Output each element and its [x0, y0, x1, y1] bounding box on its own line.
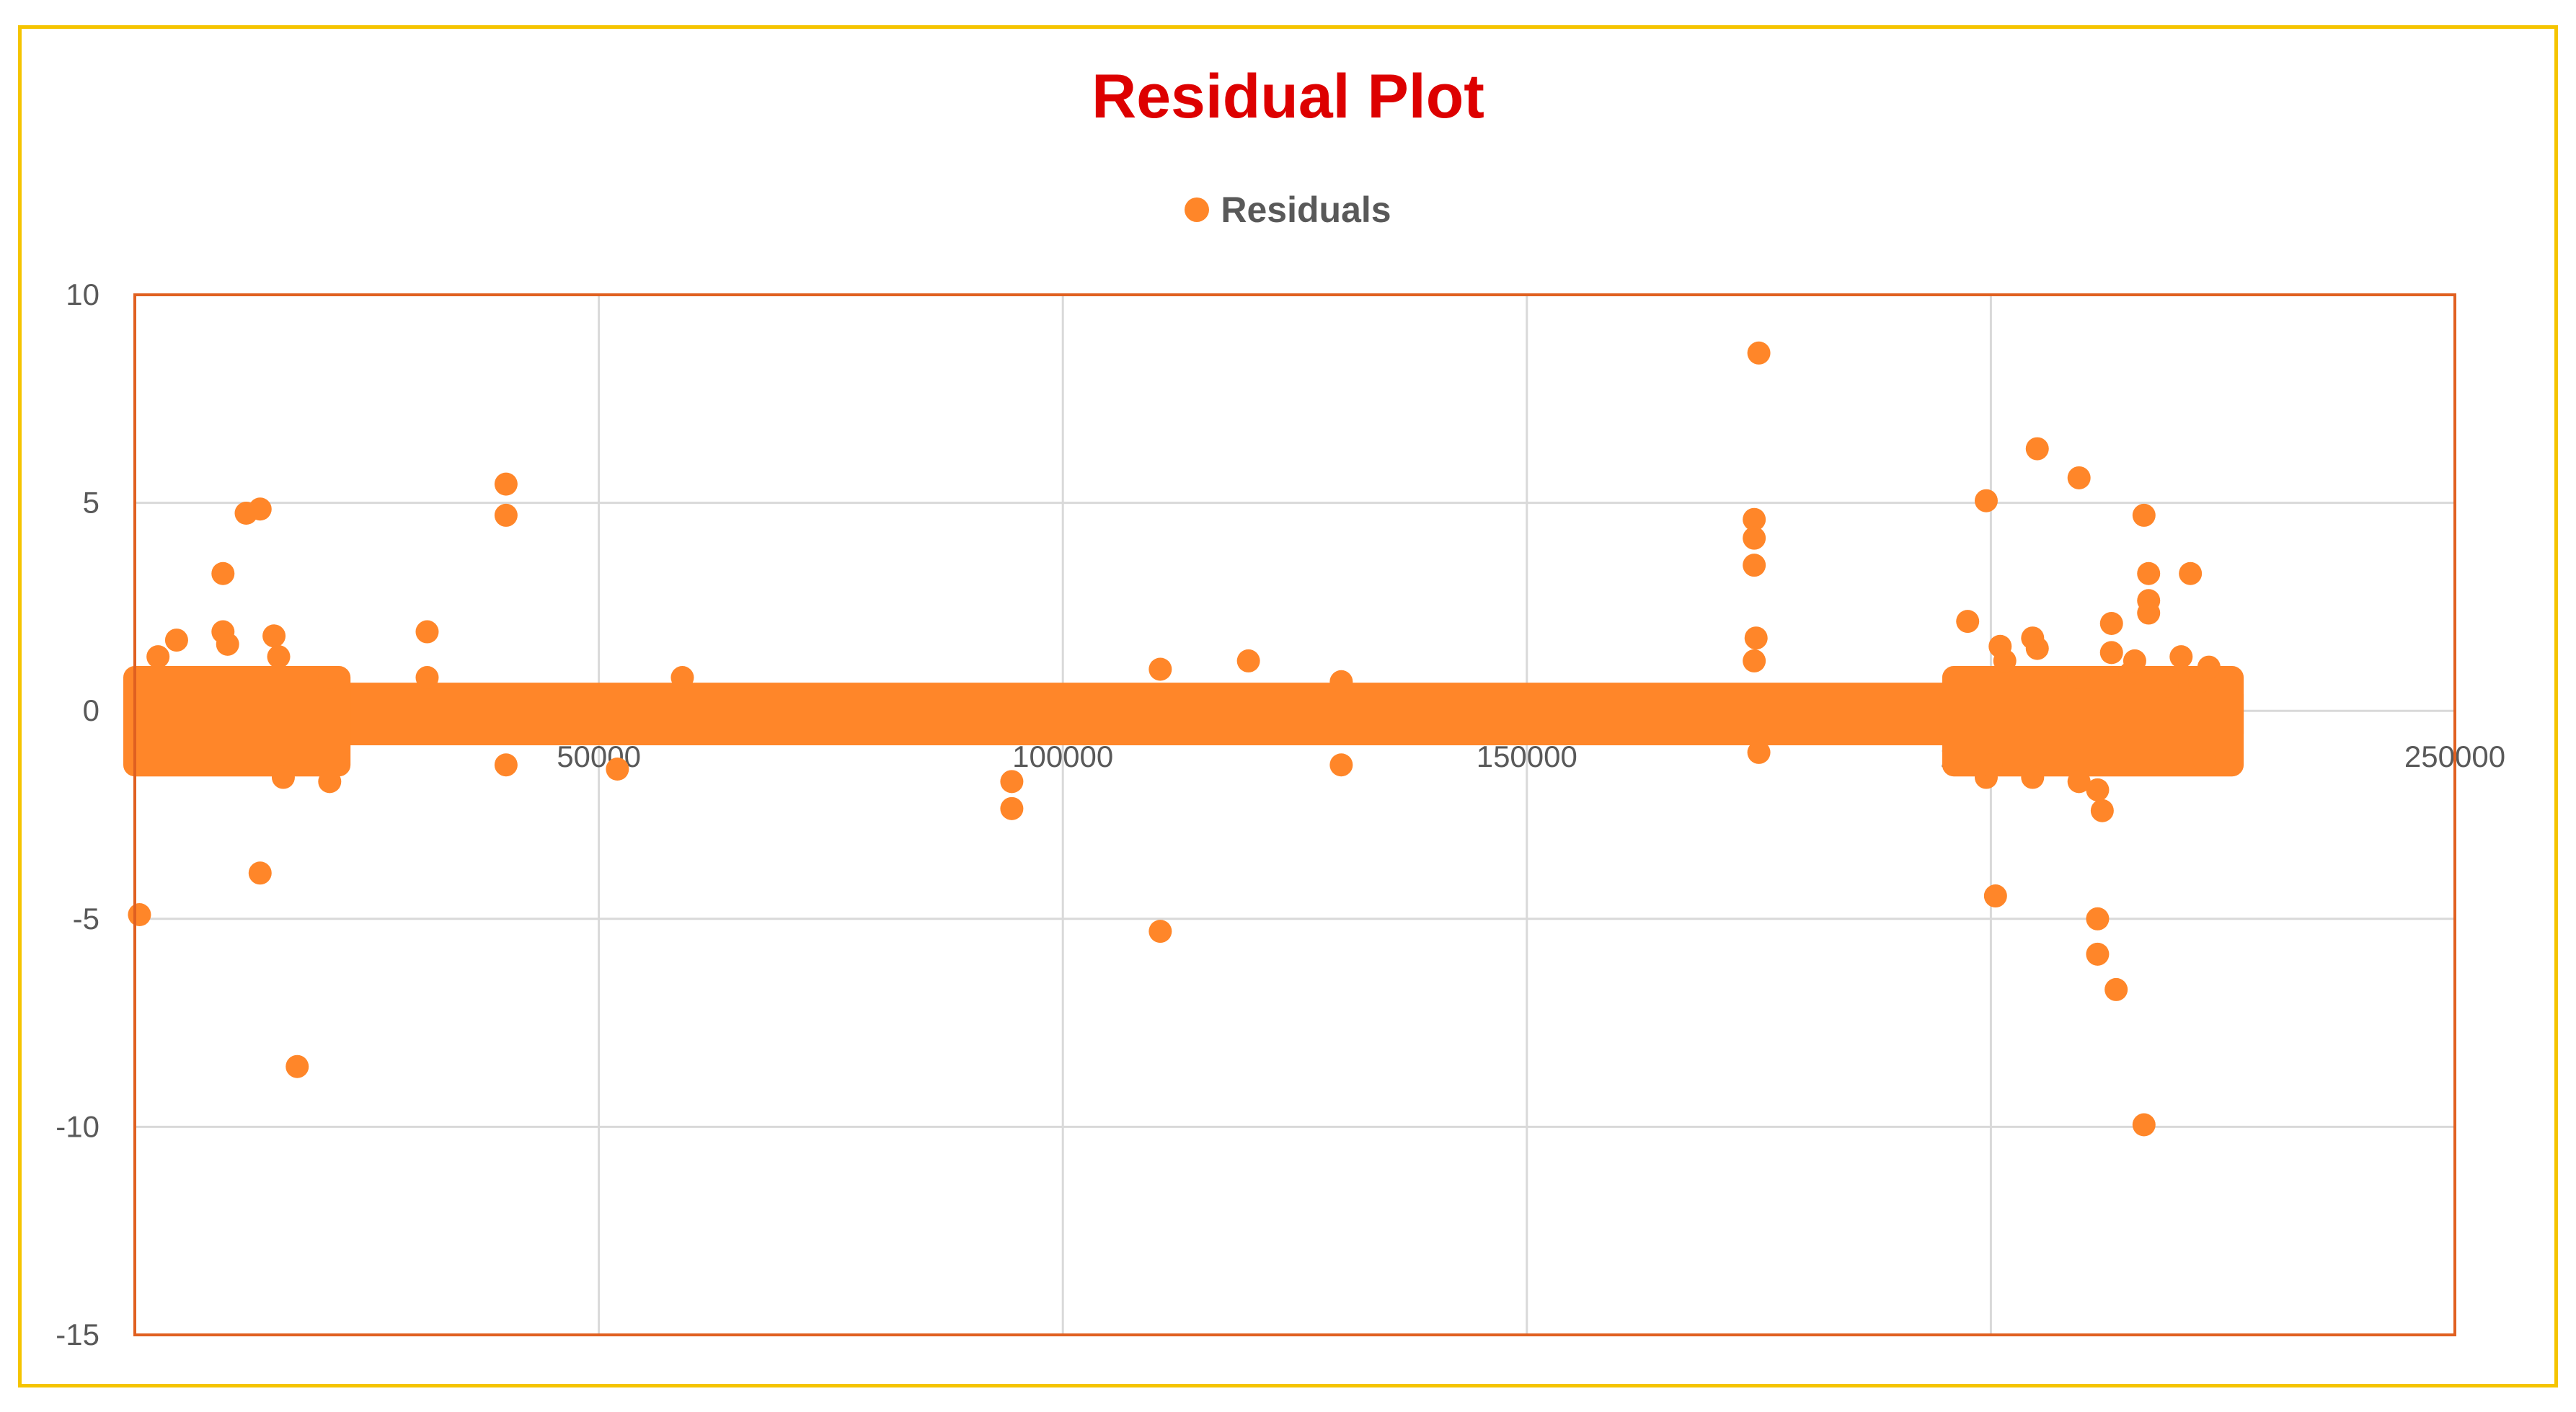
data-point [1743, 554, 1766, 577]
data-point [2086, 907, 2110, 931]
data-point [1236, 649, 1260, 672]
data-point [2132, 503, 2156, 527]
plot-area-border [133, 293, 2456, 1336]
legend: Residuals [0, 189, 2576, 231]
dense-band-segment [123, 666, 351, 777]
data-point [146, 645, 170, 669]
data-point [262, 624, 286, 648]
y-tick-label: 0 [83, 693, 99, 727]
data-point [1956, 610, 1980, 634]
data-point [2086, 778, 2110, 802]
data-point [1983, 884, 2007, 908]
data-point [318, 666, 342, 690]
x-tick-label: 150000 [1477, 740, 1577, 773]
data-point [2067, 666, 2091, 690]
y-tick-label: 10 [66, 277, 99, 311]
data-point [2179, 561, 2203, 585]
data-point [2067, 466, 2091, 489]
data-point [1743, 507, 1766, 531]
data-point [494, 753, 518, 777]
data-point [318, 770, 342, 794]
data-point [271, 765, 295, 789]
data-point [248, 497, 272, 521]
chart-title: Residual Plot [1092, 62, 1484, 131]
data-point [2025, 437, 2049, 461]
data-point [164, 629, 188, 652]
y-tick-label: -10 [56, 1109, 99, 1143]
data-point [211, 561, 235, 585]
data-point [2137, 601, 2161, 625]
data-point [415, 666, 439, 690]
y-tick-label: 5 [83, 486, 99, 520]
data-point [1148, 920, 1172, 943]
data-point [2090, 799, 2114, 822]
y-tick-label: -5 [73, 902, 99, 936]
data-point [267, 645, 291, 669]
data-point [128, 903, 151, 927]
data-point [2025, 636, 2049, 660]
data-point [2155, 674, 2179, 698]
data-point [494, 503, 518, 527]
data-point [415, 620, 439, 644]
data-point [2086, 942, 2110, 966]
data-point [2123, 649, 2146, 672]
data-points [128, 341, 2221, 1137]
data-point [2169, 645, 2193, 669]
y-tick-label: -15 [56, 1318, 99, 1351]
data-point [1993, 649, 2017, 672]
data-point [2099, 641, 2123, 665]
data-point [2099, 611, 2123, 635]
data-point [494, 472, 518, 496]
data-point [606, 758, 629, 781]
data-point [1000, 796, 1024, 820]
data-point [1747, 740, 1771, 764]
legend-label: Residuals [1221, 190, 1391, 230]
data-point [2104, 977, 2128, 1001]
data-point [216, 632, 239, 656]
x-tick-label: 100000 [1012, 740, 1113, 773]
data-point [1974, 489, 1998, 512]
data-point [286, 1054, 309, 1078]
data-point [2192, 749, 2216, 773]
data-point [2132, 1113, 2156, 1137]
data-point [1743, 649, 1766, 672]
data-point [1747, 341, 1771, 365]
dense-band-core [123, 683, 2244, 745]
data-point [2197, 655, 2221, 679]
dense-point-band [123, 666, 2244, 777]
y-axis-ticks: 10 5 0 -5 -10 -15 [56, 277, 99, 1351]
data-point [1329, 670, 1353, 693]
data-point [2137, 561, 2161, 585]
data-point [670, 666, 694, 690]
data-point [1148, 657, 1172, 681]
data-point [1329, 753, 1353, 777]
data-point [248, 861, 272, 885]
legend-marker [1185, 197, 1210, 222]
data-point [1000, 770, 1024, 794]
data-point [2021, 765, 2045, 789]
data-point [2067, 770, 2091, 794]
data-point [1743, 526, 1766, 550]
data-point [1744, 626, 1768, 650]
data-point [1979, 753, 2003, 777]
